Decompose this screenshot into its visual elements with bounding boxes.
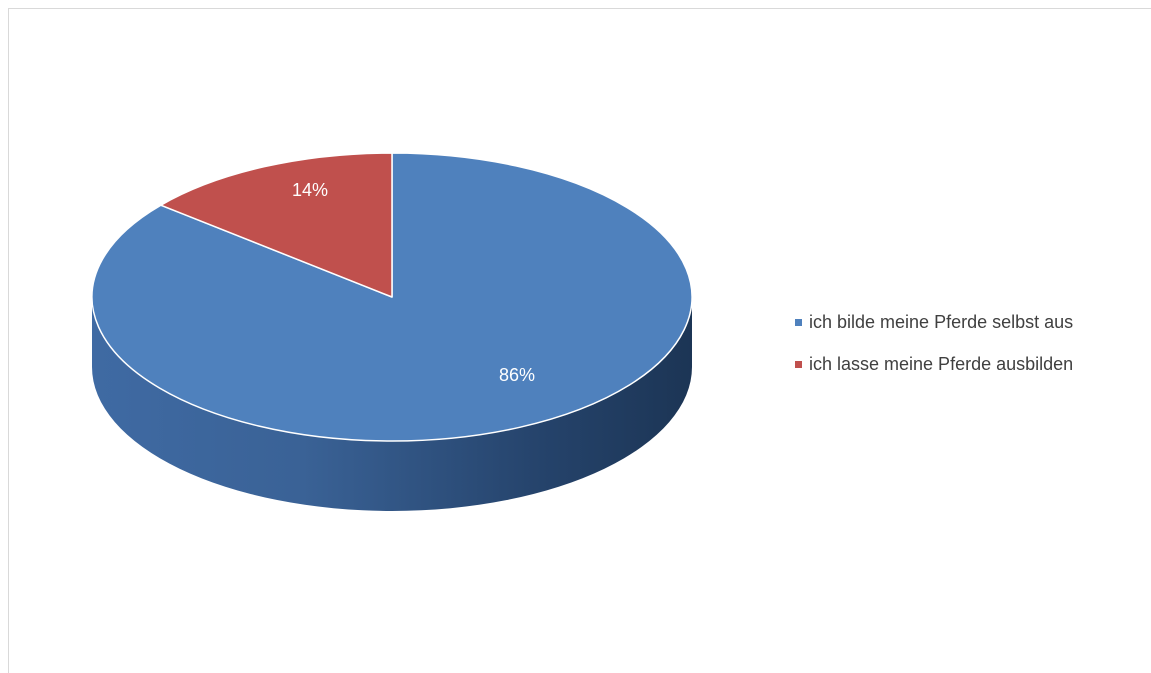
legend-label: ich bilde meine Pferde selbst aus (809, 311, 1074, 332)
pie-side-wall (92, 297, 692, 511)
legend-swatch (795, 318, 802, 326)
pie-data-label: 86% (499, 365, 535, 385)
legend: ich bilde meine Pferde selbst aus ich la… (795, 310, 1073, 394)
pie-data-label: 14% (292, 180, 328, 200)
legend-item[interactable]: ich bilde meine Pferde selbst aus (795, 310, 1073, 334)
pie-side-wall-slice (92, 297, 692, 511)
pie-top-faces (91, 152, 693, 442)
pie-slice[interactable] (160, 152, 393, 298)
pie-data-labels: 86% 14% (292, 180, 535, 385)
legend-label: ich lasse meine Pferde ausbilden (809, 353, 1074, 374)
legend-swatch (795, 360, 802, 368)
legend-item[interactable]: ich lasse meine Pferde ausbilden (795, 352, 1073, 376)
